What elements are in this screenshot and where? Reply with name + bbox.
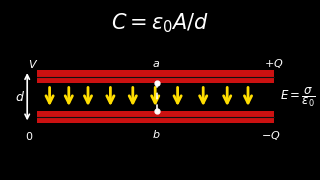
Text: $E = \dfrac{\sigma}{\varepsilon_0}$: $E = \dfrac{\sigma}{\varepsilon_0}$: [280, 85, 316, 109]
Text: $\mathit{C} = \varepsilon_0\mathit{A}/\mathit{d}$: $\mathit{C} = \varepsilon_0\mathit{A}/\m…: [111, 12, 209, 35]
Text: $b$: $b$: [152, 128, 160, 140]
Text: $V$: $V$: [28, 58, 39, 70]
Text: $a$: $a$: [152, 59, 160, 69]
Text: $0$: $0$: [25, 130, 33, 142]
Text: $+Q$: $+Q$: [264, 57, 284, 70]
Text: $-Q$: $-Q$: [260, 129, 280, 142]
Bar: [37, 111, 274, 123]
Text: $d$: $d$: [15, 90, 25, 104]
Bar: [37, 70, 274, 83]
